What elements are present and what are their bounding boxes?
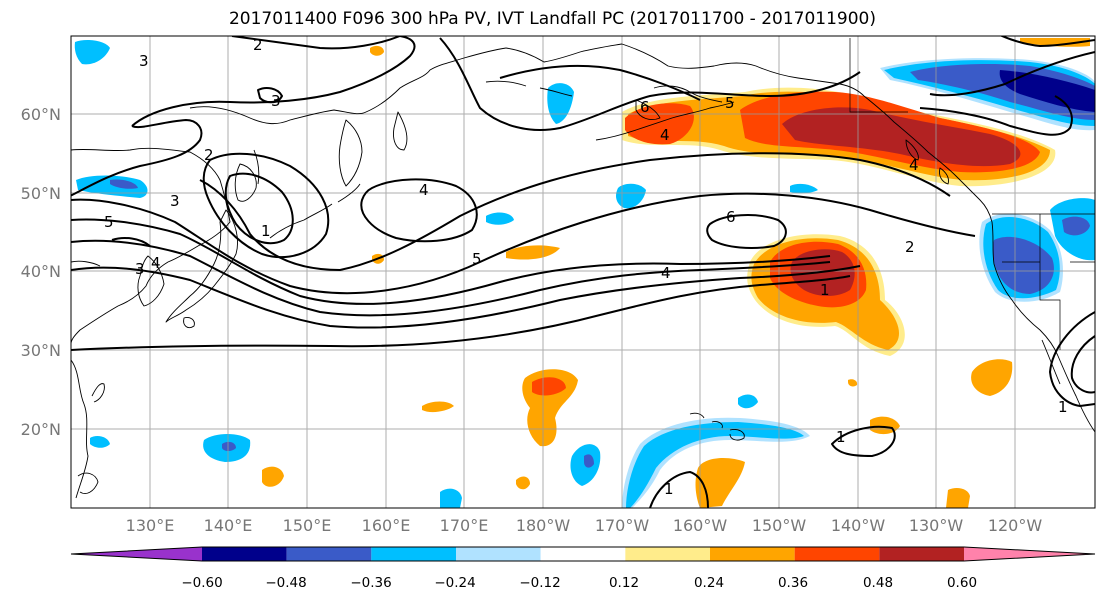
lon-label: 140°E <box>204 516 253 535</box>
colorbar-tick-label: 0.60 <box>947 575 977 591</box>
colorbar-tick-label: 0.24 <box>694 575 724 591</box>
contour-label: 1 <box>261 222 271 240</box>
contour-label: 3 <box>170 192 180 210</box>
contour-label: 3 <box>139 52 149 70</box>
contour-label: 3 <box>135 260 145 278</box>
contour-label: 5 <box>472 250 482 268</box>
lat-label: 20°N <box>21 420 61 439</box>
colorbar-tick-label: −0.36 <box>350 575 391 591</box>
longitude-labels: 130°E 140°E 150°E 160°E 170°E 180°W 170°… <box>126 516 1043 535</box>
contour-label: 3 <box>271 92 281 110</box>
contour-labels: 2 3 3 2 1 3 5 3 4 4 5 4 6 5 6 4 2 1 1 1 … <box>104 36 1068 498</box>
lon-label: 120°W <box>988 516 1043 535</box>
colorbar-cells <box>70 546 1096 562</box>
lat-label: 50°N <box>21 184 61 203</box>
lon-label: 130°W <box>909 516 964 535</box>
contour-label: 5 <box>725 94 735 112</box>
lat-label: 30°N <box>21 341 61 360</box>
colorbar-cell <box>371 547 456 561</box>
contour-label: 1 <box>836 428 846 446</box>
contour-label: 4 <box>419 181 429 199</box>
map-frame <box>70 35 1096 509</box>
colorbar-cell <box>879 547 964 561</box>
contour-label: 4 <box>909 156 919 174</box>
map-title: 2017011400 F096 300 hPa PV, IVT Landfall… <box>228 9 876 29</box>
ivt-shading <box>74 38 1095 508</box>
colorbar-tick-label: 0.48 <box>863 575 893 591</box>
lon-label: 170°E <box>440 516 489 535</box>
contour-label: 1 <box>664 480 674 498</box>
borders <box>849 38 1095 350</box>
lon-label: 180°W <box>516 516 571 535</box>
colorbar-cell <box>540 547 626 561</box>
colorbar-tick-label: −0.24 <box>434 575 475 591</box>
colorbar-cell <box>794 547 880 561</box>
colorbar-tick-label: −0.12 <box>519 575 560 591</box>
lon-label: 150°E <box>283 516 332 535</box>
colorbar-tick-label: −0.48 <box>265 575 306 591</box>
gridlines <box>71 36 1095 508</box>
colorbar-cell <box>456 547 541 561</box>
colorbar-cell <box>625 547 710 561</box>
lon-label: 170°W <box>595 516 650 535</box>
contour-label: 2 <box>905 238 915 256</box>
colorbar-extend-low <box>71 547 202 561</box>
lon-label: 160°E <box>362 516 411 535</box>
colorbar-cell <box>286 547 372 561</box>
contour-label: 2 <box>253 36 263 54</box>
positive-ivt-anomaly-gulf-of-alaska-max <box>782 107 1021 167</box>
lat-label: 40°N <box>21 262 61 281</box>
contour-label: 2 <box>204 146 214 164</box>
contour-label: 1 <box>820 281 830 299</box>
lon-label: 130°E <box>126 516 175 535</box>
colorbar-cell <box>710 547 795 561</box>
map-panel: 2 3 3 2 1 3 5 3 4 4 5 4 6 5 6 4 2 1 1 1 … <box>71 36 1095 508</box>
colorbar-tick-label: 0.36 <box>778 575 808 591</box>
contour-label: 4 <box>151 254 161 272</box>
lon-label: 160°W <box>673 516 728 535</box>
contour-label: 1 <box>1058 398 1068 416</box>
contour-label: 4 <box>661 264 671 282</box>
pv-contours <box>71 36 1095 508</box>
colorbar: −0.60 −0.48 −0.36 −0.24 −0.12 0.12 0.24 … <box>70 546 1096 591</box>
colorbar-cell <box>202 547 287 561</box>
lat-label: 60°N <box>21 105 61 124</box>
colorbar-extend-high <box>964 547 1095 561</box>
contour-label: 5 <box>104 213 114 231</box>
latitude-labels: 60°N 50°N 40°N 30°N 20°N <box>21 105 61 439</box>
contour-label: 4 <box>660 126 670 144</box>
contour-label: 6 <box>640 98 650 116</box>
colorbar-tick-label: −0.60 <box>181 575 222 591</box>
lon-label: 150°W <box>752 516 807 535</box>
colorbar-outline <box>70 546 1096 562</box>
lon-label: 140°W <box>831 516 886 535</box>
colorbar-ticks: −0.60 −0.48 −0.36 −0.24 −0.12 0.12 0.24 … <box>181 575 977 591</box>
contour-label: 6 <box>726 208 736 226</box>
colorbar-tick-label: 0.12 <box>609 575 639 591</box>
